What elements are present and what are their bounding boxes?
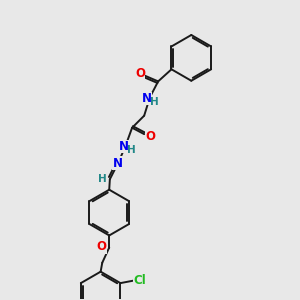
Text: O: O	[145, 130, 155, 143]
Text: Cl: Cl	[133, 274, 146, 287]
Text: H: H	[98, 174, 106, 184]
Text: H: H	[127, 145, 136, 155]
Text: N: N	[112, 157, 122, 169]
Text: O: O	[135, 67, 145, 80]
Text: H: H	[150, 97, 158, 107]
Text: O: O	[96, 240, 106, 254]
Text: N: N	[142, 92, 152, 105]
Text: N: N	[119, 140, 129, 153]
